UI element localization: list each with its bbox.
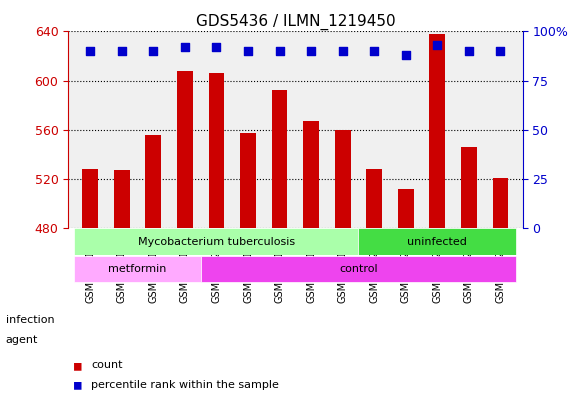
- Point: [307, 48, 316, 54]
- Point: [465, 48, 474, 54]
- Bar: [366, 169, 382, 228]
- Point: [275, 48, 284, 54]
- Point: [433, 42, 442, 48]
- FancyBboxPatch shape: [201, 256, 516, 283]
- Bar: [303, 121, 319, 228]
- Text: percentile rank within the sample: percentile rank within the sample: [91, 380, 279, 390]
- Bar: [208, 73, 224, 228]
- Bar: [492, 178, 508, 228]
- Point: [181, 44, 190, 50]
- Bar: [114, 170, 130, 228]
- Point: [401, 52, 410, 58]
- Bar: [177, 71, 193, 228]
- Point: [212, 44, 221, 50]
- Point: [338, 48, 347, 54]
- Point: [149, 48, 158, 54]
- Text: agent: agent: [6, 335, 38, 345]
- Text: count: count: [91, 360, 122, 371]
- Text: Mycobacterium tuberculosis: Mycobacterium tuberculosis: [138, 237, 295, 247]
- Bar: [398, 189, 414, 228]
- FancyBboxPatch shape: [74, 228, 358, 255]
- Bar: [461, 147, 477, 228]
- FancyBboxPatch shape: [358, 228, 516, 255]
- Text: ■: ■: [74, 378, 81, 392]
- Point: [496, 48, 505, 54]
- Text: control: control: [339, 264, 378, 274]
- Point: [86, 48, 95, 54]
- FancyBboxPatch shape: [74, 256, 201, 283]
- Point: [117, 48, 126, 54]
- Bar: [335, 130, 350, 228]
- Text: ■: ■: [74, 359, 81, 372]
- Text: infection: infection: [6, 315, 55, 325]
- Text: metformin: metformin: [108, 264, 167, 274]
- Bar: [82, 169, 98, 228]
- Point: [370, 48, 379, 54]
- Title: GDS5436 / ILMN_1219450: GDS5436 / ILMN_1219450: [195, 14, 395, 30]
- Bar: [145, 134, 161, 228]
- Bar: [272, 90, 287, 228]
- Bar: [429, 34, 445, 228]
- Point: [244, 48, 253, 54]
- Text: uninfected: uninfected: [407, 237, 467, 247]
- Bar: [240, 133, 256, 228]
